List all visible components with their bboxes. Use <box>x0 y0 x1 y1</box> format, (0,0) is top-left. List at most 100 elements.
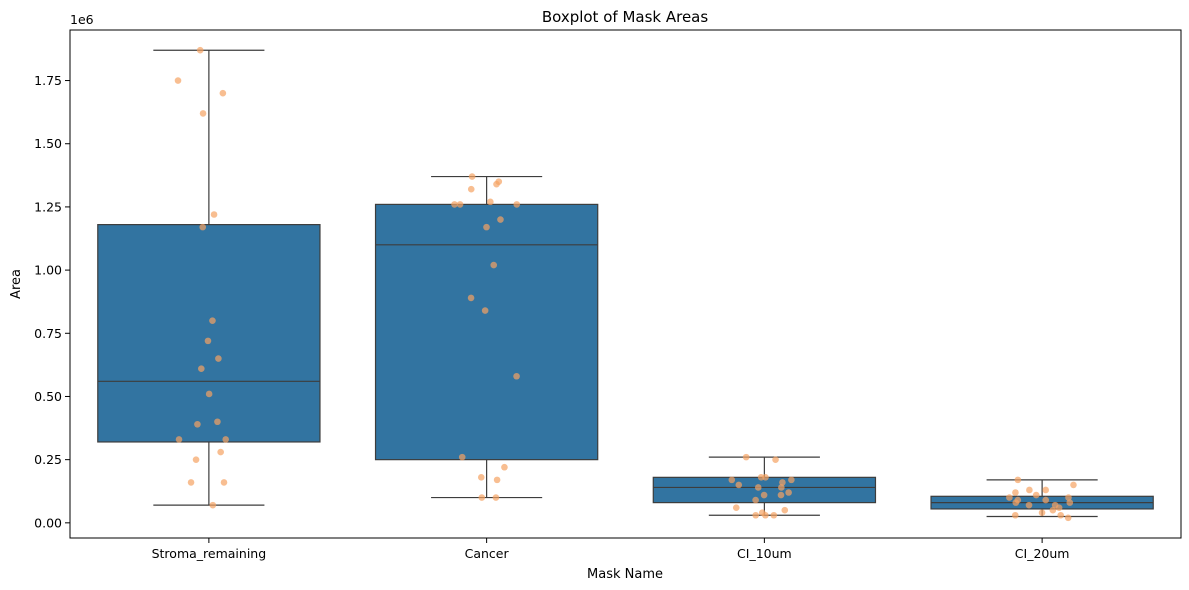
data-point <box>772 456 779 463</box>
data-point <box>467 294 475 302</box>
data-point <box>513 201 521 208</box>
data-point <box>477 474 485 481</box>
y-tick-label: 0.00 <box>34 515 62 530</box>
x-tick-label: Cancer <box>465 546 510 561</box>
data-point <box>497 216 504 223</box>
data-point <box>468 173 476 180</box>
data-point <box>752 511 760 519</box>
data-point <box>1026 486 1033 494</box>
data-point <box>467 185 475 193</box>
y-tick-label: 0.75 <box>34 326 62 341</box>
data-point <box>501 463 508 471</box>
box-2 <box>652 456 877 516</box>
data-point <box>762 474 769 481</box>
data-point <box>777 491 785 499</box>
data-point <box>199 223 207 231</box>
y-tick-label: 0.25 <box>34 452 62 467</box>
data-point <box>1055 504 1063 511</box>
data-point <box>735 481 743 489</box>
points-0 <box>174 46 230 509</box>
data-point <box>779 479 786 486</box>
data-point <box>483 223 490 231</box>
data-point <box>456 201 464 208</box>
data-point <box>732 504 740 511</box>
box-iqr <box>652 476 877 504</box>
box-1 <box>374 175 599 499</box>
data-point <box>198 365 205 372</box>
data-point <box>770 511 778 519</box>
data-point <box>209 317 216 324</box>
y-tick-label: 1.50 <box>34 136 62 151</box>
data-point <box>174 77 182 84</box>
data-point <box>1032 491 1040 499</box>
chart-title: Boxplot of Mask Areas <box>542 8 709 26</box>
y-axis-title: Area <box>9 269 24 299</box>
data-point <box>194 420 201 428</box>
data-point <box>742 453 750 461</box>
points-2 <box>728 453 795 519</box>
data-point <box>204 337 212 345</box>
data-point <box>1070 481 1077 489</box>
box-3 <box>930 479 1154 518</box>
y-tick-label: 0.50 <box>34 389 62 404</box>
x-tick-label: CI_20um <box>1015 546 1070 561</box>
data-point <box>1025 501 1033 509</box>
data-point <box>1014 476 1022 484</box>
data-point <box>490 261 498 269</box>
data-point <box>487 198 494 206</box>
data-point <box>752 496 759 504</box>
y-axis-scale-label: 1e6 <box>70 12 94 27</box>
data-point <box>754 484 762 491</box>
data-point <box>205 390 213 398</box>
data-point <box>192 456 200 463</box>
data-point <box>1012 499 1020 506</box>
data-point <box>1066 499 1074 506</box>
data-point <box>788 476 795 484</box>
data-point <box>760 491 768 499</box>
data-point <box>222 436 230 443</box>
data-point <box>214 418 221 426</box>
data-point <box>187 479 195 486</box>
chart-marks <box>97 46 1154 522</box>
data-point <box>217 448 224 456</box>
data-point <box>220 479 228 486</box>
data-point <box>1057 511 1064 519</box>
data-point <box>1064 514 1072 522</box>
y-tick-label: 1.25 <box>34 199 62 214</box>
box-iqr <box>374 203 599 461</box>
data-point <box>1065 494 1072 501</box>
data-point <box>492 494 500 501</box>
data-point <box>1012 489 1019 496</box>
data-point <box>481 307 489 314</box>
data-point <box>1011 511 1019 519</box>
x-axis-title: Mask Name <box>587 567 663 582</box>
y-axis: 0.00 0.25 0.50 0.75 1.00 1.25 1.50 1.75 <box>34 73 70 530</box>
data-point <box>493 476 501 484</box>
data-point <box>196 46 204 54</box>
x-tick-label: CI_10um <box>737 546 792 561</box>
data-point <box>1042 496 1050 504</box>
data-point <box>513 372 520 380</box>
data-point <box>1006 494 1013 501</box>
points-1 <box>451 173 521 501</box>
data-point <box>728 476 736 484</box>
data-point <box>215 355 222 362</box>
y-tick-label: 1.00 <box>34 263 62 278</box>
data-point <box>219 89 227 97</box>
plot-area-frame <box>69 29 1182 539</box>
points-3 <box>1006 476 1077 522</box>
data-point <box>785 489 792 496</box>
y-tick-label: 1.75 <box>34 73 62 88</box>
data-point <box>1049 506 1057 514</box>
box-iqr <box>97 224 321 443</box>
data-point <box>781 506 789 514</box>
data-point <box>209 501 217 509</box>
data-point <box>762 511 769 519</box>
data-point <box>458 453 466 461</box>
data-point <box>1042 486 1049 494</box>
data-point <box>451 201 458 208</box>
data-point <box>778 484 785 491</box>
data-point <box>199 110 207 117</box>
data-point <box>175 436 183 443</box>
